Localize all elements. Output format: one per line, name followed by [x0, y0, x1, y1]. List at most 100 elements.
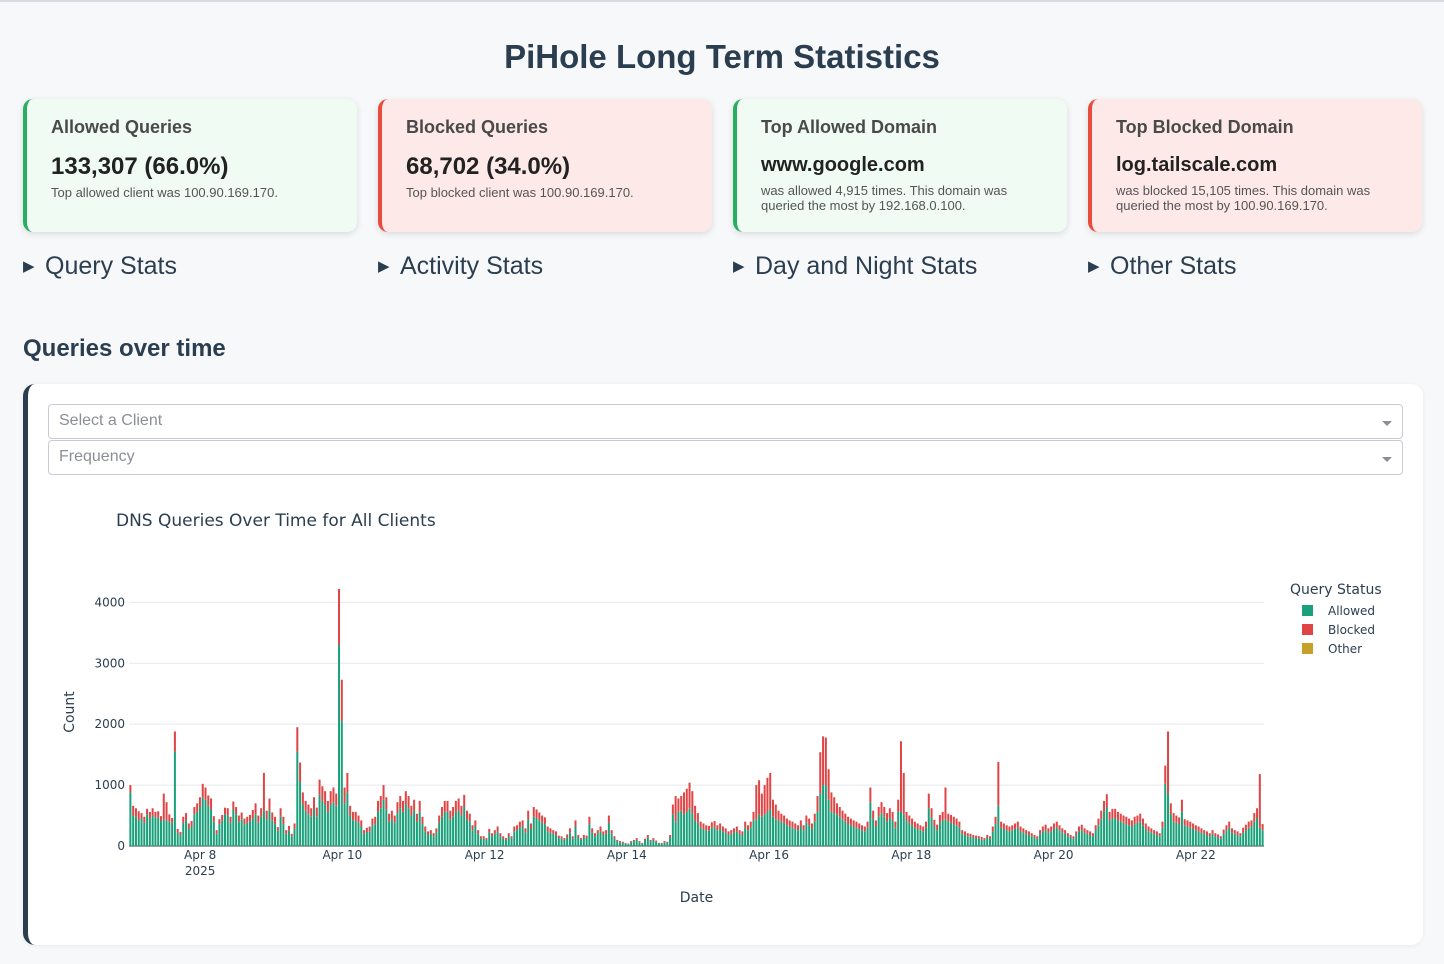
bar-blocked [1222, 829, 1225, 834]
bar-allowed [872, 819, 875, 846]
bar-blocked [1122, 815, 1125, 823]
bar-blocked [644, 838, 647, 841]
bar-allowed [299, 782, 302, 846]
bar-blocked [1033, 835, 1036, 838]
bar-allowed [1261, 830, 1264, 846]
bar-allowed [488, 832, 491, 846]
bar-blocked [496, 826, 499, 832]
frequency-select[interactable]: Frequency [48, 440, 1403, 475]
bar-blocked [1044, 824, 1047, 831]
bar-blocked [454, 800, 457, 812]
bar-blocked [1144, 823, 1147, 829]
bar-blocked [1161, 821, 1164, 828]
bar-allowed [1197, 831, 1200, 846]
bar-allowed [1155, 835, 1158, 846]
bar-allowed [507, 836, 510, 846]
bar-blocked [663, 841, 666, 843]
x-axis-label: Date [680, 890, 713, 906]
bar-allowed [616, 841, 619, 846]
bar-allowed [182, 822, 185, 846]
bar-allowed [1108, 820, 1111, 846]
bar-blocked [721, 826, 724, 832]
bar-allowed [699, 827, 702, 846]
bar-blocked [771, 799, 775, 817]
bar-allowed [763, 814, 766, 846]
bar-allowed [874, 826, 877, 846]
bar-allowed [1180, 811, 1183, 846]
bar-blocked [529, 823, 532, 829]
bar-allowed [1225, 830, 1228, 846]
bar-blocked [666, 841, 669, 843]
bar-blocked [780, 813, 783, 822]
bar-allowed [760, 816, 763, 846]
bar-allowed [382, 799, 385, 846]
x-tick-label: Apr 12 [465, 848, 505, 862]
bar-allowed [1089, 835, 1092, 846]
client-select[interactable]: Select a Client [48, 404, 1403, 439]
bar-blocked [132, 805, 135, 816]
bar-allowed [477, 833, 480, 846]
bar-blocked [685, 788, 688, 812]
bar-blocked [797, 825, 800, 831]
bar-allowed [688, 808, 691, 846]
bar-allowed [802, 830, 805, 846]
bar-allowed [1194, 830, 1197, 846]
bar-blocked [1039, 830, 1042, 834]
bar-blocked [607, 815, 610, 823]
bar-allowed [1036, 838, 1039, 846]
bar-blocked [1136, 815, 1139, 823]
bar-blocked [1164, 765, 1167, 784]
bar-blocked [1244, 824, 1247, 831]
bar-blocked [716, 825, 719, 831]
bar-blocked [1105, 794, 1108, 808]
bar-blocked [1139, 813, 1142, 822]
bar-allowed [271, 820, 274, 846]
bar-blocked [1075, 831, 1078, 836]
bar-allowed [746, 830, 749, 846]
bar-blocked [165, 802, 168, 821]
bar-allowed [1192, 828, 1195, 846]
bar-blocked [1089, 831, 1092, 836]
bar-allowed [293, 828, 296, 846]
bar-allowed [185, 820, 188, 846]
bar-blocked [1022, 828, 1025, 833]
bar-allowed [1208, 836, 1211, 846]
bar-blocked [204, 787, 207, 800]
bar-allowed [1128, 825, 1131, 846]
bar-allowed [1008, 831, 1011, 846]
bar-allowed [1222, 833, 1225, 846]
bar-allowed [1150, 832, 1153, 846]
bar-blocked [961, 830, 964, 834]
bar-allowed [532, 816, 535, 846]
bar-blocked [221, 814, 224, 821]
bar-blocked [532, 807, 535, 817]
bar-blocked [324, 791, 327, 805]
card-value: 133,307 (66.0%) [51, 153, 229, 180]
bar-allowed [652, 839, 655, 846]
bar-allowed [855, 827, 858, 846]
x-tick-label: Apr 10 [322, 848, 362, 862]
bar-blocked [618, 841, 622, 843]
bar-blocked [151, 808, 154, 816]
bar-blocked [1155, 831, 1158, 836]
activity-stats-toggle[interactable]: ▶ Activity Stats [378, 252, 543, 281]
bar-blocked [872, 810, 875, 820]
bar-allowed [577, 837, 580, 846]
bar-allowed [894, 827, 897, 846]
bar-allowed [980, 839, 983, 846]
bar-blocked [457, 798, 460, 811]
section-label: Query Stats [45, 252, 177, 280]
bar-allowed [646, 837, 649, 846]
query-stats-toggle[interactable]: ▶ Query Stats [23, 252, 177, 281]
bar-allowed [1080, 830, 1083, 846]
day-night-stats-toggle[interactable]: ▶ Day and Night Stats [733, 252, 977, 281]
other-stats-toggle[interactable]: ▶ Other Stats [1088, 252, 1236, 281]
bar-blocked [1080, 824, 1083, 831]
bar-blocked [1041, 826, 1044, 832]
bar-allowed [1189, 827, 1192, 846]
bar-allowed [276, 830, 279, 846]
bar-blocked [849, 818, 852, 826]
bar-blocked [201, 783, 204, 798]
bar-allowed [204, 799, 207, 846]
bar-blocked [635, 838, 638, 840]
